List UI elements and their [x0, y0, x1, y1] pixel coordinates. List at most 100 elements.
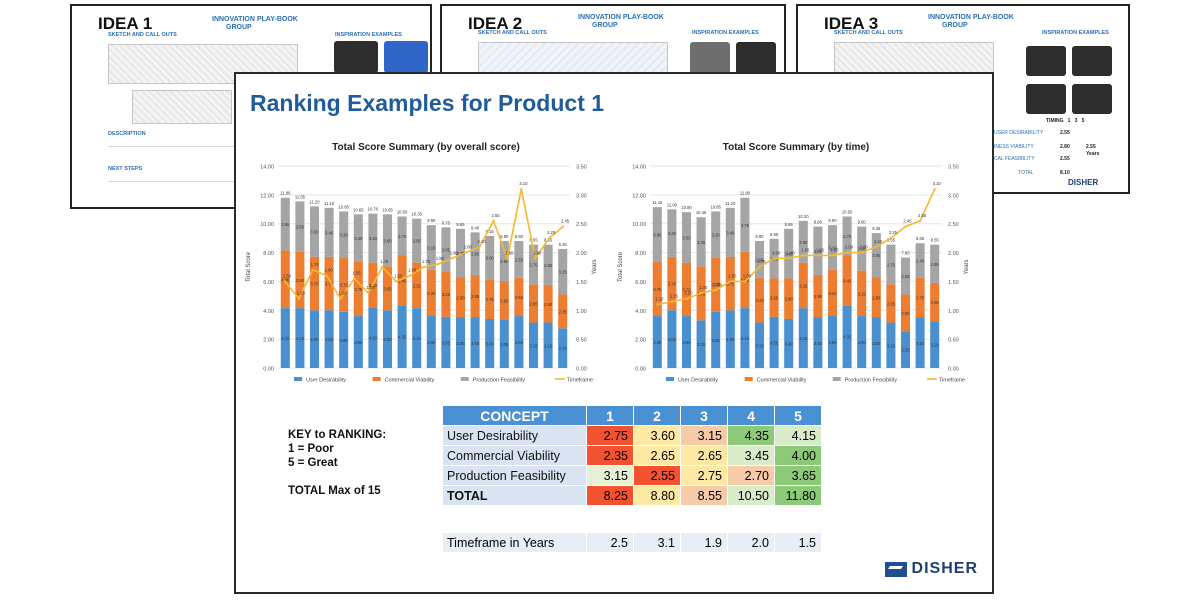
- table-header: 1: [586, 405, 634, 426]
- ranking-table: CONCEPT 1 2 3 4 5 User Desirability 2.75 3…: [442, 405, 822, 506]
- bar-segment: [426, 316, 436, 368]
- sketch-label: SKETCH AND CALL OUTS: [478, 30, 547, 36]
- total-label: 9.75: [442, 220, 451, 225]
- timeframe-label: 1.95: [816, 247, 825, 252]
- score-cell: 2.65: [680, 445, 728, 466]
- y-tick-label: 0.00: [635, 367, 646, 373]
- segment-label: 3.35: [814, 249, 823, 254]
- y-tick-label: 10.00: [632, 222, 646, 228]
- segment-label: 2.55: [755, 257, 764, 262]
- bar-segment: [441, 271, 451, 317]
- legend-swatch: [372, 377, 381, 381]
- y-tick-label: 10.00: [260, 222, 274, 228]
- inspiration-label: INSPIRATION EXAMPLES: [335, 32, 402, 38]
- timeframe-point: [561, 225, 565, 228]
- timeframe-point: [436, 263, 440, 266]
- bar-segment: [667, 256, 677, 311]
- segment-label: 3.50: [682, 235, 691, 240]
- timeframe-point: [904, 225, 907, 228]
- bar-segment: [514, 316, 524, 368]
- side-value: 8.10: [1060, 170, 1070, 176]
- table-header-row: CONCEPT 1 2 3 4 5: [442, 405, 822, 426]
- segment-label: 3.70: [682, 287, 691, 292]
- bar-segment: [754, 322, 765, 368]
- segment-label: 4.00: [668, 337, 677, 342]
- timeframe-label: 1.55: [352, 271, 361, 276]
- chart-title: Total Score Summary (by overall score): [332, 142, 520, 153]
- timeframe-label: 2.45: [561, 219, 570, 224]
- segment-label: 2.55: [901, 311, 910, 316]
- segment-label: 3.40: [369, 236, 378, 241]
- total-label: 9.80: [814, 220, 823, 225]
- row-label: User Desirability: [442, 425, 587, 446]
- bar-segment: [382, 310, 393, 368]
- timeframe-point: [325, 274, 328, 277]
- bar-segment: [558, 248, 568, 295]
- bar-segment: [426, 225, 436, 270]
- segment-label: 3.70: [726, 282, 735, 287]
- bar-segment: [499, 281, 509, 320]
- timeframe-point: [919, 219, 922, 222]
- timeframe-point: [311, 268, 314, 271]
- legend-swatch: [666, 377, 674, 381]
- score-cell: 3.15: [680, 425, 728, 446]
- bar-segment: [339, 311, 349, 368]
- total-label: 8.55: [887, 238, 896, 243]
- timeframe-point: [656, 303, 659, 306]
- score-cell: 2.70: [727, 465, 775, 486]
- timeframe-label: 2.55: [918, 213, 927, 218]
- timeframe-value: 1.9: [680, 532, 728, 553]
- segment-label: 4.15: [741, 336, 750, 341]
- description-label: DESCRIPTION: [108, 131, 146, 137]
- segment-label: 3.05: [383, 286, 392, 291]
- y-axis-label: Total Score: [246, 251, 252, 282]
- total-label: 11.80: [280, 191, 291, 196]
- score-cell: 8.80: [633, 485, 681, 506]
- total-label: 9.80: [858, 220, 867, 225]
- bar-segment: [368, 307, 378, 368]
- segment-label: 4.15: [413, 336, 422, 341]
- side-value: 2.55: [1060, 156, 1070, 162]
- total-label: 11.20: [309, 199, 320, 204]
- segment-label: 2.75: [529, 262, 538, 267]
- bar-segment: [558, 328, 568, 368]
- total-label: 8.80: [755, 234, 764, 239]
- side-label: INESS VIABILITY: [994, 144, 1034, 150]
- bar-segment: [280, 308, 290, 368]
- timeframe-point: [478, 245, 481, 248]
- timeframe-label: 1.95: [801, 247, 810, 252]
- segment-label: 3.30: [697, 342, 706, 347]
- bar-segment: [455, 317, 466, 368]
- segment-label: 3.40: [486, 341, 495, 346]
- jeep-photo: [384, 41, 428, 73]
- legend-swatch: [832, 377, 841, 381]
- timeframe-label: 2.00: [464, 245, 473, 250]
- segment-label: 2.65: [515, 295, 524, 300]
- segment-label: 4.00: [383, 337, 392, 342]
- legend-swatch: [294, 377, 302, 381]
- jeep-photo: [1026, 46, 1066, 76]
- chart-title: Total Score Summary (by time): [722, 142, 870, 153]
- y-tick-label: 8.00: [263, 251, 274, 257]
- bar-segment: [842, 216, 852, 256]
- bar-segment: [930, 321, 940, 368]
- bar-segment: [915, 317, 925, 368]
- segment-label: 4.00: [726, 337, 735, 342]
- playbook-label: INNOVATION PLAY-BOOK GROUP: [212, 16, 298, 31]
- segment-label: 3.05: [858, 247, 867, 252]
- bar-segment: [441, 227, 451, 272]
- bar-segment: [353, 316, 363, 368]
- bar-segment: [900, 331, 911, 368]
- score-cell: 8.55: [680, 485, 728, 506]
- bar-segment: [368, 213, 378, 263]
- segment-label: 3.75: [340, 283, 349, 288]
- bar-segment: [784, 228, 794, 279]
- bar-segment: [696, 217, 706, 267]
- timeframe-point: [520, 187, 523, 191]
- bar-segment: [827, 269, 838, 317]
- score-cell: 2.35: [586, 445, 634, 466]
- segment-label: 3.20: [828, 291, 837, 296]
- bar-segment: [725, 310, 735, 368]
- timeframe-label: 2.25: [889, 230, 898, 235]
- bar-segment: [295, 201, 305, 252]
